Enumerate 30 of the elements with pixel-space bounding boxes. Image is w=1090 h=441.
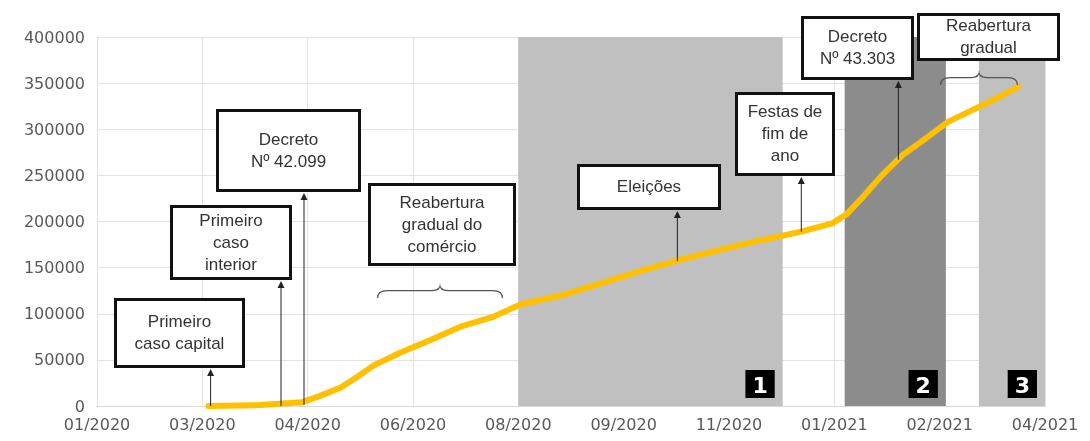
y-tick-label: 0 [74,396,85,416]
y-tick-label: 150000 [23,258,85,278]
x-tick-label: 11/2020 [695,414,763,434]
x-tick-label: 04/2021 [1011,414,1079,434]
text-box: Reabertura gradual do comércio [368,183,516,266]
text-box: Festas de fim de ano [735,92,835,176]
y-tick-label: 400000 [23,27,85,47]
x-tick-label: 04/2020 [274,414,341,434]
text-box: Primeiro caso capital [114,298,245,368]
band-label: 1 [752,372,768,398]
text-box: Decreto Nº 43.303 [801,16,914,80]
x-tick-label: 06/2020 [379,414,447,434]
x-tick-label: 09/2020 [590,414,657,434]
y-tick-label: 250000 [23,165,85,185]
x-tick-label: 01/2021 [801,414,868,434]
y-tick-label: 100000 [23,304,85,324]
text-box: Decreto Nº 42.099 [216,109,361,192]
x-tick-label: 01/2020 [63,414,131,434]
x-tick-label: 03/2020 [169,414,236,434]
y-tick-label: 350000 [23,73,85,93]
text-box: Reabertura gradual [917,13,1060,61]
band-label: 3 [1014,372,1030,398]
x-tick-label: 02/2021 [906,414,973,434]
x-tick-label: 08/2020 [485,414,552,434]
band-label: 2 [915,372,931,398]
y-tick-label: 50000 [34,350,85,370]
text-box: Eleições [577,164,721,210]
y-tick-label: 200000 [23,212,85,231]
text-box: Primeiro caso interior [170,205,292,280]
y-tick-label: 300000 [23,119,85,139]
